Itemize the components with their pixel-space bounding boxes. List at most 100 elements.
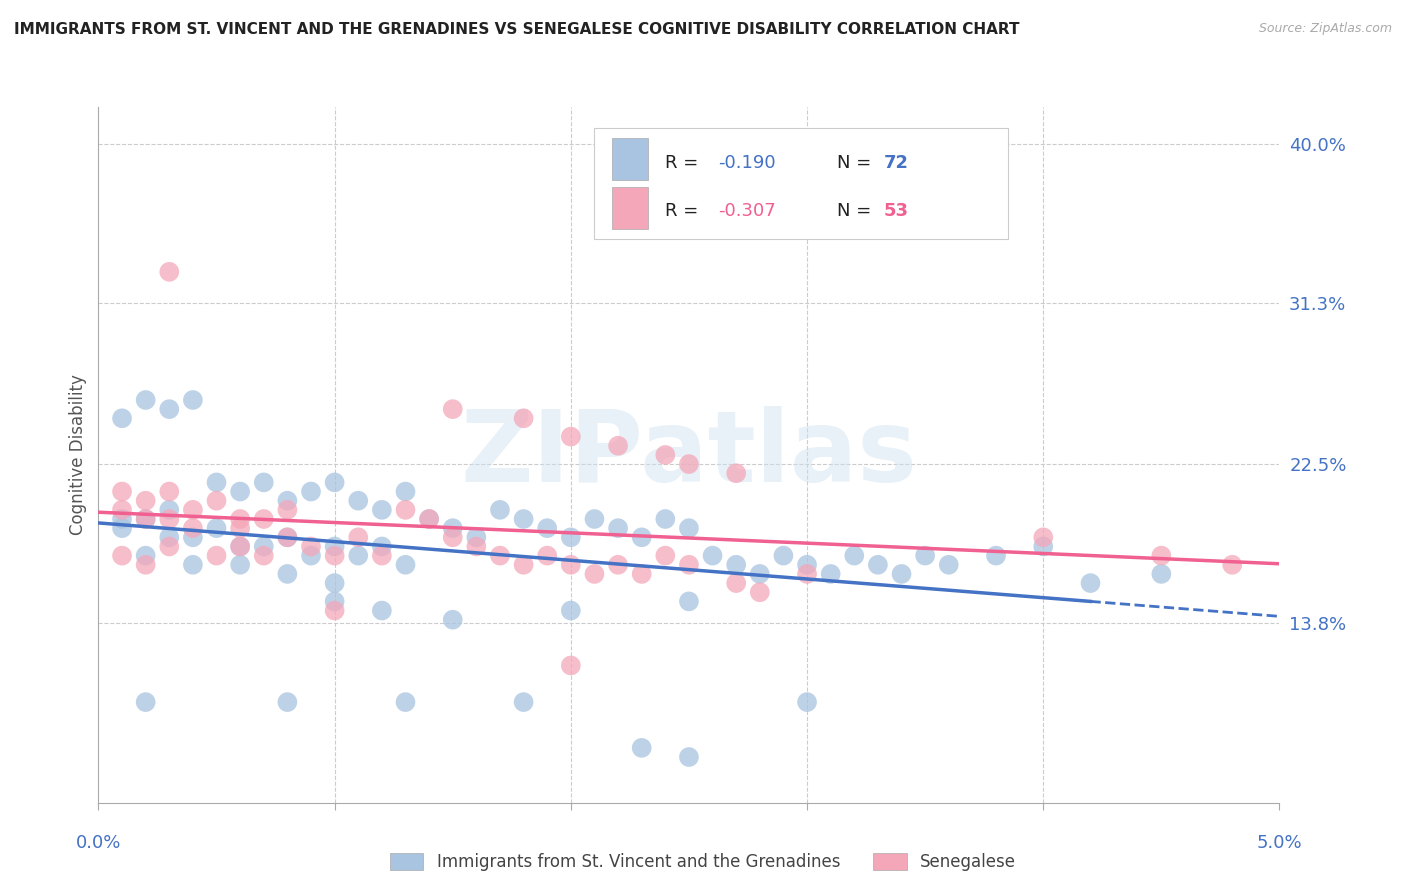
- Point: [135, 392, 157, 407]
- Point: [583, 566, 606, 581]
- Point: [347, 493, 370, 508]
- Point: [111, 503, 134, 517]
- Point: [394, 558, 416, 572]
- Point: [394, 695, 416, 709]
- Point: [135, 558, 157, 572]
- Point: [157, 484, 180, 499]
- Point: [489, 503, 512, 517]
- Point: [299, 484, 322, 499]
- Point: [276, 530, 298, 544]
- Text: 0.0%: 0.0%: [76, 834, 121, 852]
- Point: [111, 549, 134, 563]
- FancyBboxPatch shape: [595, 128, 1008, 239]
- Point: [914, 549, 936, 563]
- Point: [560, 603, 582, 617]
- Point: [253, 475, 276, 490]
- Point: [796, 566, 818, 581]
- Point: [654, 549, 676, 563]
- Point: [1080, 576, 1102, 591]
- Point: [630, 566, 652, 581]
- Point: [560, 530, 582, 544]
- Point: [323, 475, 346, 490]
- Point: [630, 740, 652, 755]
- Point: [157, 530, 180, 544]
- Point: [276, 503, 298, 517]
- Point: [938, 558, 960, 572]
- Point: [465, 530, 488, 544]
- Point: [1150, 566, 1173, 581]
- Point: [512, 695, 534, 709]
- Point: [276, 530, 298, 544]
- Point: [371, 503, 394, 517]
- Point: [536, 549, 558, 563]
- Point: [512, 411, 534, 425]
- Point: [796, 695, 818, 709]
- Point: [205, 475, 228, 490]
- Text: R =: R =: [665, 153, 704, 171]
- Point: [323, 540, 346, 554]
- Point: [1032, 540, 1054, 554]
- Point: [135, 549, 157, 563]
- Point: [489, 549, 512, 563]
- Point: [394, 503, 416, 517]
- Point: [583, 512, 606, 526]
- Point: [654, 448, 676, 462]
- Text: N =: N =: [837, 153, 876, 171]
- Text: -0.190: -0.190: [718, 153, 776, 171]
- Point: [371, 549, 394, 563]
- Text: 5.0%: 5.0%: [1257, 834, 1302, 852]
- Point: [654, 512, 676, 526]
- Point: [441, 613, 464, 627]
- Point: [276, 566, 298, 581]
- Point: [135, 493, 157, 508]
- Point: [181, 521, 204, 535]
- Point: [560, 658, 582, 673]
- Point: [890, 566, 912, 581]
- Point: [678, 558, 700, 572]
- Point: [607, 558, 630, 572]
- Text: 72: 72: [884, 153, 908, 171]
- Point: [299, 549, 322, 563]
- Point: [229, 521, 252, 535]
- Point: [181, 558, 204, 572]
- Point: [678, 521, 700, 535]
- Point: [111, 521, 134, 535]
- Point: [441, 530, 464, 544]
- Text: -0.307: -0.307: [718, 202, 776, 220]
- Point: [299, 540, 322, 554]
- Point: [820, 566, 842, 581]
- FancyBboxPatch shape: [612, 138, 648, 180]
- Point: [135, 512, 157, 526]
- Point: [630, 530, 652, 544]
- Point: [347, 530, 370, 544]
- Point: [866, 558, 889, 572]
- Point: [536, 521, 558, 535]
- Point: [725, 558, 748, 572]
- Point: [157, 265, 180, 279]
- Point: [135, 512, 157, 526]
- Point: [253, 549, 276, 563]
- Text: 53: 53: [884, 202, 908, 220]
- Point: [347, 549, 370, 563]
- Point: [725, 467, 748, 481]
- Point: [205, 493, 228, 508]
- Point: [181, 392, 204, 407]
- Point: [111, 484, 134, 499]
- Point: [607, 521, 630, 535]
- Point: [748, 585, 770, 599]
- Point: [678, 750, 700, 764]
- Point: [157, 503, 180, 517]
- Point: [253, 512, 276, 526]
- Text: R =: R =: [665, 202, 704, 220]
- Point: [111, 411, 134, 425]
- Point: [844, 549, 866, 563]
- Point: [441, 402, 464, 417]
- Point: [229, 540, 252, 554]
- Point: [181, 530, 204, 544]
- Point: [323, 549, 346, 563]
- Point: [465, 540, 488, 554]
- Point: [725, 576, 748, 591]
- Point: [205, 549, 228, 563]
- Y-axis label: Cognitive Disability: Cognitive Disability: [69, 375, 87, 535]
- Point: [560, 558, 582, 572]
